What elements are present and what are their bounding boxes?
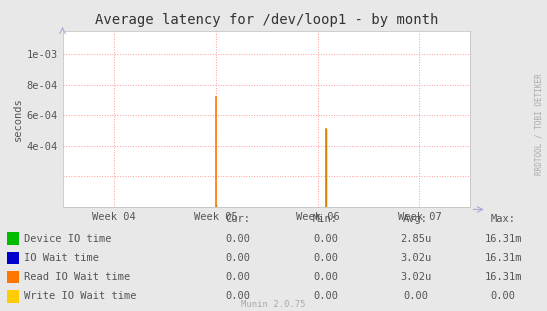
Text: RRDTOOL / TOBI OETIKER: RRDTOOL / TOBI OETIKER bbox=[534, 73, 543, 175]
Text: Read IO Wait time: Read IO Wait time bbox=[24, 272, 130, 282]
Text: 0.00: 0.00 bbox=[225, 291, 251, 301]
Text: 0.00: 0.00 bbox=[313, 291, 338, 301]
Text: Min:: Min: bbox=[313, 214, 338, 224]
Text: 3.02u: 3.02u bbox=[400, 272, 432, 282]
Text: 16.31m: 16.31m bbox=[485, 234, 522, 244]
Text: 0.00: 0.00 bbox=[225, 272, 251, 282]
Text: Write IO Wait time: Write IO Wait time bbox=[24, 291, 136, 301]
Text: Device IO time: Device IO time bbox=[24, 234, 111, 244]
Text: 16.31m: 16.31m bbox=[485, 272, 522, 282]
Text: Avg:: Avg: bbox=[403, 214, 428, 224]
Text: 0.00: 0.00 bbox=[313, 253, 338, 263]
Title: Average latency for /dev/loop1 - by month: Average latency for /dev/loop1 - by mont… bbox=[95, 13, 438, 27]
Text: 0.00: 0.00 bbox=[225, 253, 251, 263]
Text: 0.00: 0.00 bbox=[491, 291, 516, 301]
Text: 0.00: 0.00 bbox=[313, 272, 338, 282]
Text: Max:: Max: bbox=[491, 214, 516, 224]
Text: 16.31m: 16.31m bbox=[485, 253, 522, 263]
Text: 0.00: 0.00 bbox=[403, 291, 428, 301]
Text: 2.85u: 2.85u bbox=[400, 234, 432, 244]
Text: 3.02u: 3.02u bbox=[400, 253, 432, 263]
Text: Cur:: Cur: bbox=[225, 214, 251, 224]
Text: Munin 2.0.75: Munin 2.0.75 bbox=[241, 299, 306, 309]
Text: 0.00: 0.00 bbox=[313, 234, 338, 244]
Text: 0.00: 0.00 bbox=[225, 234, 251, 244]
Text: IO Wait time: IO Wait time bbox=[24, 253, 98, 263]
Y-axis label: seconds: seconds bbox=[13, 97, 22, 141]
